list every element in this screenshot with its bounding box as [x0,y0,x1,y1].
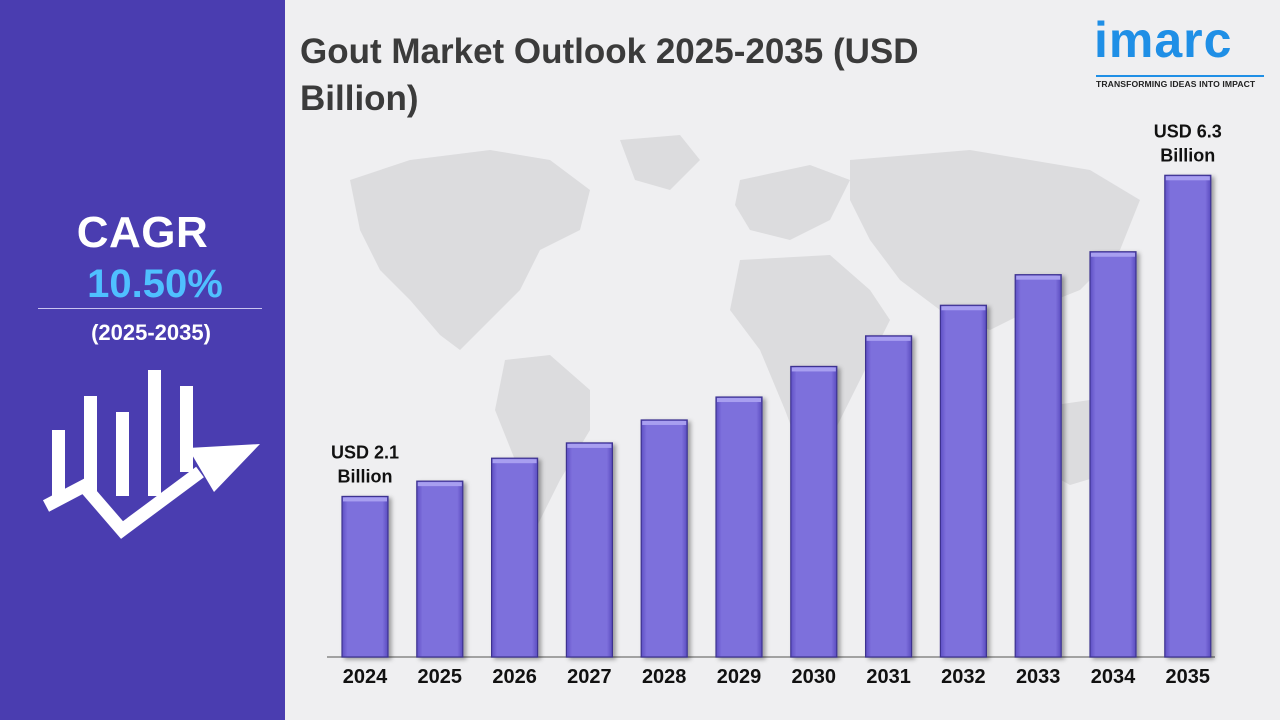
bar-cap-2029 [717,398,761,403]
x-tick-label-2034: 2034 [1091,666,1136,688]
logo-tagline: TRANSFORMING IDEAS INTO IMPACT [1096,79,1256,89]
x-tick-label-2030: 2030 [792,666,837,688]
logo-underline [1096,75,1264,77]
x-tick-label-2027: 2027 [567,666,612,688]
x-tick-label-2028: 2028 [642,666,687,688]
bar-2024 [341,495,389,658]
cagr-sidebar: CAGR 10.50% (2025-2035) [0,0,285,720]
bar-2034 [1089,251,1137,658]
bar-2025 [416,480,464,658]
imarc-logo: imarc TRANSFORMING IDEAS INTO IMPACT [1092,8,1272,89]
data-label-2024-0: USD 2.1 [331,442,399,462]
bar-2035 [1164,174,1212,658]
x-tick-label-2029: 2029 [717,666,762,688]
bar-cap-2031 [866,336,911,341]
cagr-value: 10.50% [87,262,223,306]
bar-cap-2033 [1016,275,1061,280]
growth-chart-arrow-icon [42,370,260,539]
bar-cap-2030 [791,367,836,372]
bar-chart: 2024 2025 2026 2027 2028 2029 2030 2031 2032 2033… [327,121,1222,688]
bar-cap-2035 [1165,176,1210,181]
bar-2033 [1014,274,1062,658]
bar-cap-2027 [567,443,612,448]
bar-2032 [939,304,988,658]
bar-2029 [715,396,763,658]
logo-wordmark: imarc [1094,12,1233,68]
bar-2031 [864,335,913,658]
chart-title: Gout Market Outlook 2025-2035 (USD Billi… [300,32,919,118]
data-label-2035-1: Billion [1160,145,1215,165]
x-tick-label-2035: 2035 [1166,666,1211,688]
world-map-background [350,135,1140,530]
x-tick-label-2032: 2032 [941,666,986,688]
bar-cap-2026 [492,459,537,464]
x-tick-label-2026: 2026 [492,666,536,688]
bar-cap-2034 [1091,252,1135,257]
bar-cap-2025 [417,482,462,487]
x-tick-label-2025: 2025 [418,666,463,688]
cagr-label: CAGR [76,208,209,257]
bar-2030 [790,365,838,658]
bar-cap-2032 [941,306,986,311]
x-tick-label-2024: 2024 [343,666,388,688]
x-tick-label-2031: 2031 [866,666,911,688]
bar-2027 [565,442,613,658]
bar-cap-2024 [343,497,387,502]
data-label-2035-0: USD 6.3 [1154,121,1222,141]
bar-2026 [491,457,539,658]
bar-2028 [640,419,688,658]
cagr-period: (2025-2035) [91,320,211,345]
x-tick-label-2033: 2033 [1016,666,1060,688]
bar-cap-2028 [642,420,687,425]
cagr-divider [38,308,262,309]
data-label-2024-1: Billion [338,466,393,486]
